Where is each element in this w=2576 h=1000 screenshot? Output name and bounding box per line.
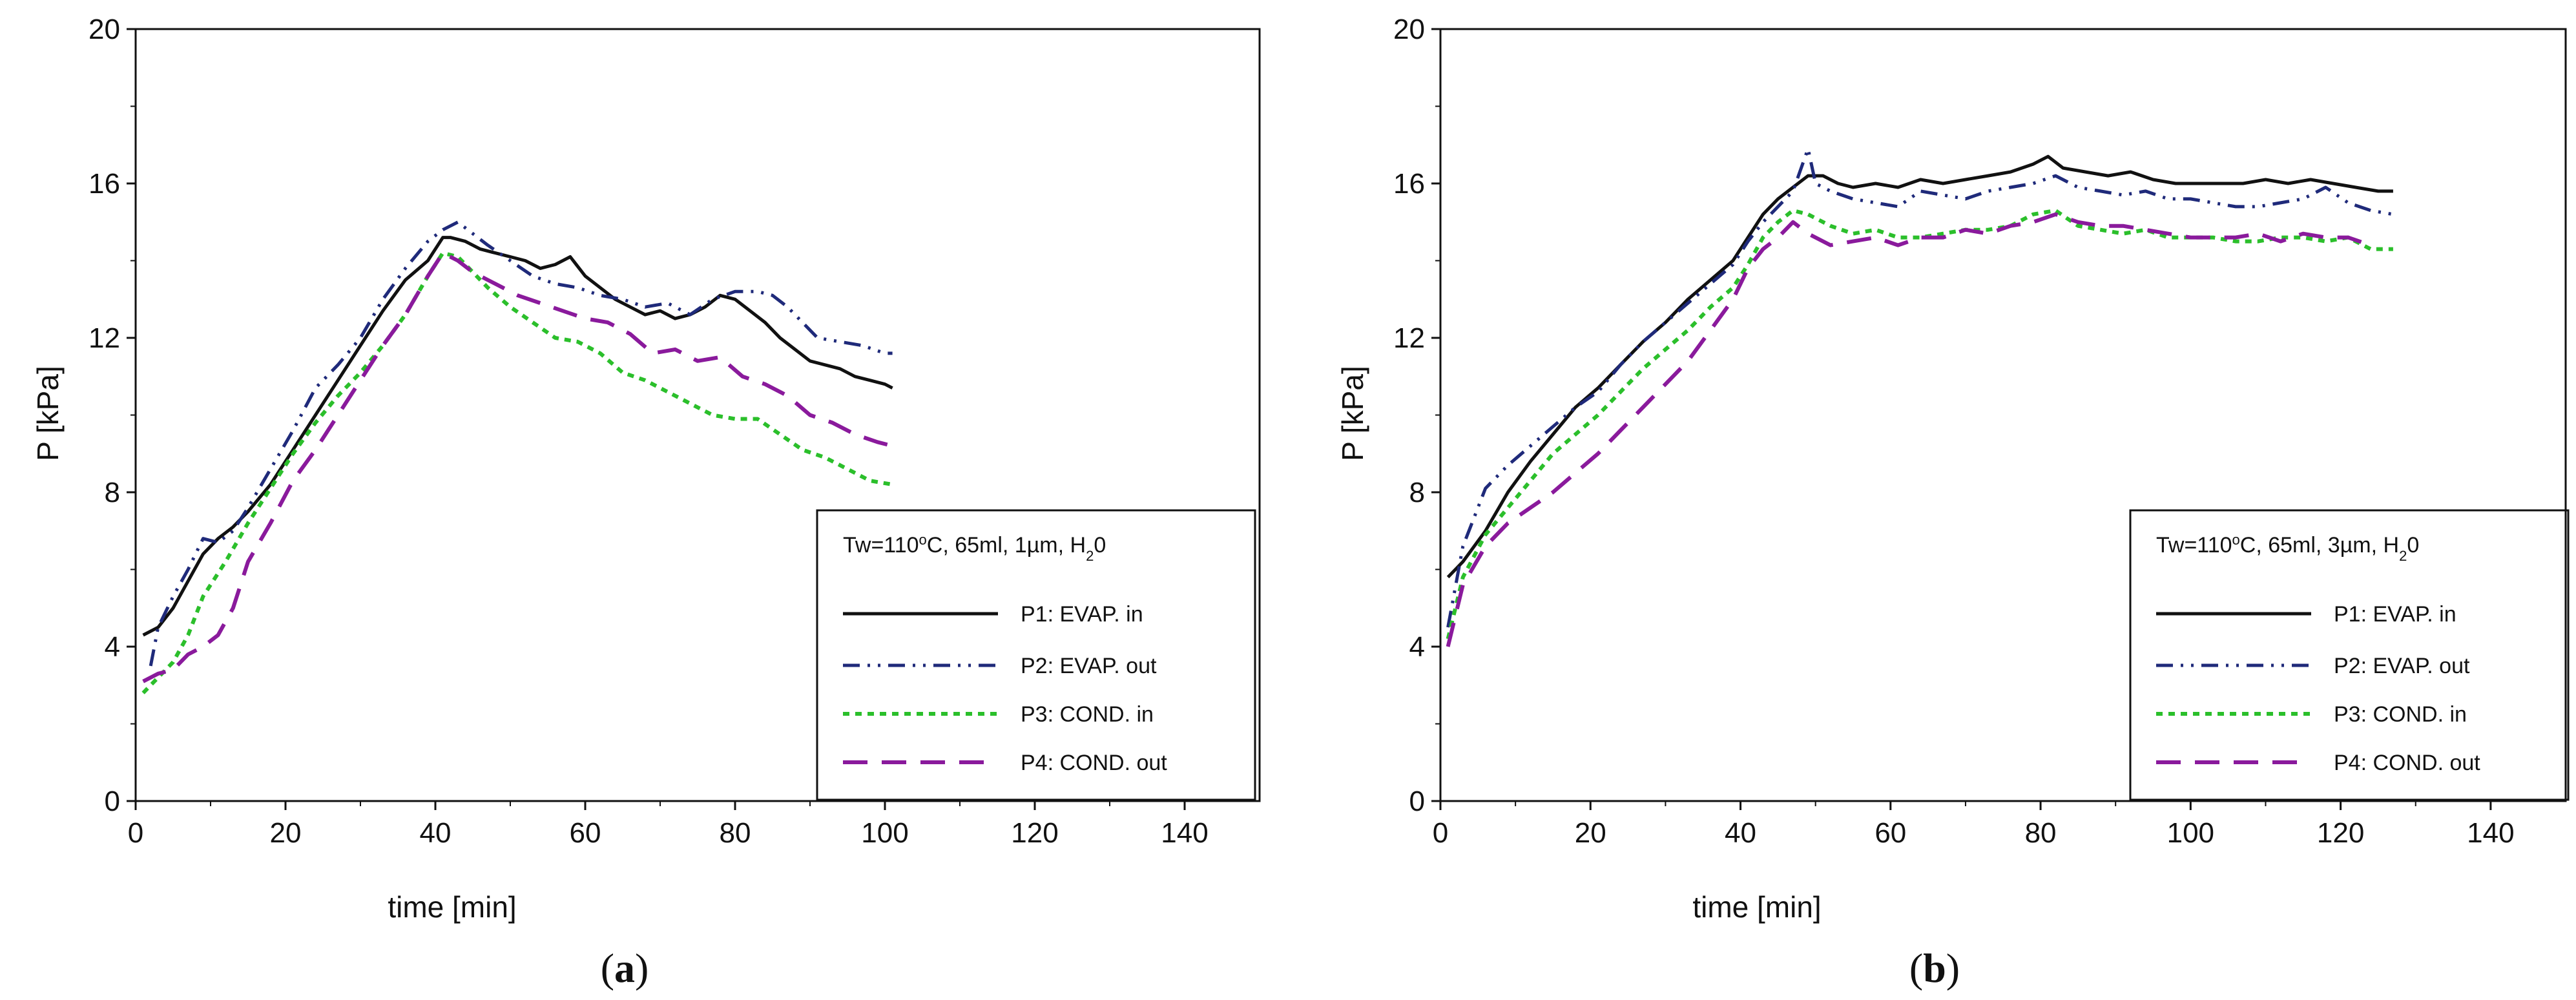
panel-b-legend-title: Tw=110oC, 65ml, 3µm, H20 — [2156, 532, 2419, 564]
panel-a-y-tick-label: 4 — [105, 631, 120, 663]
panel-a-y-tick-label: 0 — [105, 786, 120, 817]
panel-b-y-tick-label: 16 — [1393, 168, 1425, 200]
panel-b-y-axis-title: P [kPa] — [1336, 366, 1369, 461]
panel-a-legend-title: Tw=110oC, 65ml, 1µm, H20 — [843, 532, 1106, 564]
panel-b-series-p4-line — [1446, 212, 2372, 647]
panel-a-series-p3-line — [141, 251, 893, 694]
panel-a-x-tick-label: 100 — [861, 817, 908, 849]
panel-a-x-axis-title: time [min] — [388, 890, 516, 924]
panel-a-x-tick-label: 140 — [1161, 817, 1208, 849]
panel-b-x-tick-label: 100 — [2167, 817, 2214, 849]
panel-a: P [kPa] time [min] Tw=110oC, 65ml, 1µm, … — [31, 14, 1261, 991]
panel-b-legend-label-p4: P4: COND. out — [2334, 751, 2480, 775]
panel-a-legend-label-p2: P2: EVAP. out — [1021, 654, 1157, 678]
panel-b-y-tick-label: 0 — [1409, 786, 1425, 817]
panel-a-y-axis-title: P [kPa] — [31, 366, 65, 461]
panel-b-x-axis-title: time [min] — [1692, 890, 1821, 924]
panel-b-y-tick-label: 8 — [1409, 477, 1425, 508]
panel-b-x-tick-label: 80 — [2025, 817, 2057, 849]
panel-b-x-tick-label: 120 — [2317, 817, 2364, 849]
panel-a-legend-label-p4: P4: COND. out — [1021, 751, 1167, 775]
panel-b-x-tick-label: 20 — [1575, 817, 1606, 849]
panel-a-x-tick-label: 60 — [570, 817, 601, 849]
panel-b-legend: Tw=110oC, 65ml, 3µm, H20 P1: EVAP. in P2… — [2129, 509, 2570, 801]
panel-b-x-tick-label: 0 — [1433, 817, 1448, 849]
panel-a-y-tick-label: 12 — [88, 322, 120, 354]
panel-a-x-tick-label: 120 — [1011, 817, 1058, 849]
panel-a-series-p4-line — [142, 251, 893, 683]
panel-b-legend-box — [2129, 509, 2570, 801]
panel-a-legend: Tw=110oC, 65ml, 1µm, H20 P1: EVAP. in P2… — [816, 509, 1256, 801]
panel-a-y-tick-label: 20 — [88, 14, 120, 45]
panel-b-series-p3-line — [1446, 208, 2393, 640]
panel-a-legend-box — [816, 509, 1256, 801]
panel-a-y-tick-label: 16 — [88, 168, 120, 200]
panel-b-caption: (b) — [1909, 945, 1960, 991]
panel-a-legend-label-p1: P1: EVAP. in — [1021, 602, 1143, 627]
panel-a-legend-label-p3: P3: COND. in — [1021, 702, 1154, 727]
panel-b-y-tick-label: 4 — [1409, 631, 1425, 663]
panel-b-legend-label-p2: P2: EVAP. out — [2334, 654, 2470, 678]
panel-b-x-tick-label: 140 — [2467, 817, 2514, 849]
panel-a-caption: (a) — [601, 945, 649, 991]
panel-b-legend-label-p3: P3: COND. in — [2334, 702, 2467, 727]
panel-a-x-tick-label: 0 — [128, 817, 143, 849]
panel-b-x-tick-label: 40 — [1725, 817, 1756, 849]
panel-b-legend-label-p1: P1: EVAP. in — [2334, 602, 2457, 627]
panel-b: P [kPa] time [min] Tw=110oC, 65ml, 3µm, … — [1336, 14, 2570, 991]
panel-b-series-p2-line — [1446, 147, 2394, 628]
panel-a-x-tick-label: 20 — [270, 817, 302, 849]
panel-b-y-tick-label: 20 — [1393, 14, 1425, 45]
panel-a-series-p2-line — [149, 220, 893, 667]
panel-b-x-tick-label: 60 — [1875, 817, 1906, 849]
panel-a-y-tick-label: 8 — [105, 477, 120, 508]
panel-a-x-tick-label: 80 — [720, 817, 751, 849]
panel-b-y-tick-label: 12 — [1393, 322, 1425, 354]
panel-a-x-tick-label: 40 — [420, 817, 452, 849]
panel-a-series-p1-line — [142, 236, 893, 637]
